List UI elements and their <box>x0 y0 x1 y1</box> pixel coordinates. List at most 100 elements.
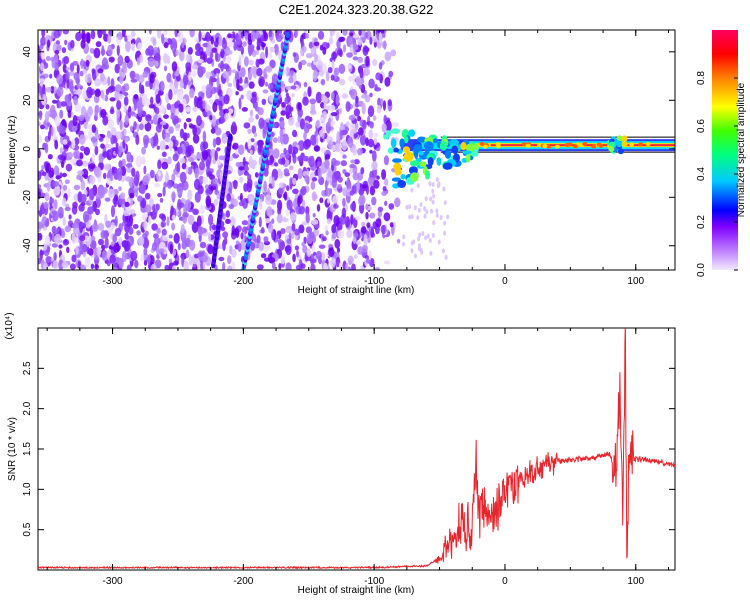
spectrogram-speckle <box>220 226 226 232</box>
spectrogram-speckle <box>131 167 136 177</box>
spectrogram-speckle <box>54 139 59 150</box>
y-tick-label: 0 <box>22 146 33 152</box>
spectrogram-speckle <box>73 95 78 106</box>
spectrogram-speckle <box>426 233 430 239</box>
spectrogram-speckle <box>388 203 395 210</box>
spectrogram-speckle <box>214 150 218 161</box>
spectrogram-speckle <box>418 232 422 238</box>
spectrogram-speckle <box>231 261 236 270</box>
spectrogram-speckle <box>225 218 231 224</box>
spectrogram-speckle <box>133 94 139 100</box>
spectrogram-speckle <box>76 159 83 167</box>
spectrogram-speckle <box>325 187 331 197</box>
spectrogram-speckle <box>102 30 106 36</box>
spectrogram-speckle <box>90 30 96 40</box>
spectrogram-speckle <box>96 246 102 257</box>
spectrogram-speckle <box>365 203 369 211</box>
spectrogram-speckle <box>432 220 436 226</box>
spectrogram-speckle <box>38 257 42 265</box>
spectrogram-speckle <box>116 107 121 119</box>
spectrogram-speckle <box>372 58 378 67</box>
carrier-onset-blob <box>451 145 459 154</box>
spectrogram-speckle <box>428 181 432 187</box>
spectrogram-speckle <box>390 49 397 57</box>
spectrogram-speckle <box>171 265 177 270</box>
spectrogram-speckle <box>110 241 115 247</box>
spectrogram-speckle <box>59 125 66 134</box>
spectrogram-speckle <box>114 215 118 227</box>
x-tick-label: -100 <box>364 276 384 287</box>
spectrogram-speckle <box>174 30 178 38</box>
carrier-hotspot <box>521 142 527 147</box>
spectrogram-speckle <box>286 238 292 244</box>
snr-y-multiplier: (x10⁴) <box>4 312 15 339</box>
spectrogram-speckle <box>258 241 264 251</box>
spectrogram-speckle <box>355 76 361 87</box>
spectrogram-speckle <box>150 263 157 270</box>
spectrogram-speckle <box>73 184 81 191</box>
spectrogram-speckle <box>144 121 152 132</box>
spectrogram-speckle <box>265 81 268 87</box>
spectrogram-speckle <box>214 127 222 136</box>
spectrogram-speckle <box>113 195 118 208</box>
spectrogram-speckle <box>53 199 58 210</box>
spectrogram-speckle <box>108 119 115 129</box>
spectrogram-speckle <box>314 130 319 137</box>
spectrogram-speckle <box>141 95 148 106</box>
spectrogram-speckle <box>408 214 412 220</box>
spectrogram-speckle <box>276 213 283 224</box>
spectrogram-speckle <box>54 233 62 245</box>
spectrogram-speckle <box>291 223 296 232</box>
carrier-onset-blob <box>402 146 410 154</box>
spectrogram-speckle <box>360 36 367 42</box>
spectrogram-speckle <box>141 146 147 155</box>
spectrogram-speckle <box>291 93 295 98</box>
spectrogram-speckle <box>288 144 293 155</box>
spectrogram-speckle <box>369 185 376 196</box>
spectrogram-speckle <box>95 41 102 48</box>
spectrogram-speckle <box>150 137 154 147</box>
spectrogram-speckle <box>95 208 100 216</box>
spectrogram-speckle <box>239 192 243 202</box>
spectrogram-speckle <box>381 123 387 133</box>
spectrogram-speckle <box>251 125 257 134</box>
spectrogram-speckle <box>263 236 269 243</box>
spectrogram-speckle <box>292 129 297 138</box>
colorbar-tick-label: 0.6 <box>696 119 707 133</box>
spectrogram-speckle <box>41 164 45 170</box>
spectrogram-speckle <box>67 188 71 198</box>
spectrogram-speckle <box>275 234 279 240</box>
carrier-onset-blob <box>400 174 406 180</box>
spectrogram-speckle <box>345 121 350 127</box>
spectrogram-speckle <box>185 106 192 113</box>
spectrogram-speckle <box>233 228 240 236</box>
spectrogram-speckle <box>94 264 99 270</box>
spectrogram-speckle <box>265 46 269 59</box>
spectrogram-speckle <box>331 178 337 188</box>
spectrogram-speckle <box>38 149 41 159</box>
spectrogram-speckle <box>365 55 370 67</box>
spectrogram-speckle <box>336 247 341 253</box>
carrier-hotspot <box>638 142 644 147</box>
carrier-hotspot <box>591 144 597 149</box>
carrier-onset-blob <box>383 134 389 140</box>
spectrogram-speckle <box>94 78 102 87</box>
spectrogram-speckle <box>353 133 358 139</box>
spectrogram-speckle <box>443 220 447 226</box>
spectrogram-speckle <box>50 126 54 137</box>
spectrogram-speckle <box>212 138 217 148</box>
carrier-onset-blob <box>452 153 460 163</box>
spectrogram-speckle <box>282 133 289 145</box>
spectrogram-speckle <box>252 66 258 79</box>
spectrogram-speckle <box>255 58 260 68</box>
spectrogram-speckle <box>123 210 130 217</box>
spectrogram-speckle <box>429 196 433 202</box>
spectrogram-speckle <box>118 145 122 157</box>
spectrogram-speckle <box>244 32 249 41</box>
spectrogram-speckle <box>338 36 345 43</box>
carrier-onset-blob <box>444 150 452 159</box>
spectrogram-speckle <box>360 63 368 69</box>
spectrogram-speckle <box>46 217 50 227</box>
spectrogram-speckle <box>230 122 238 135</box>
spectrogram-speckle <box>199 241 207 249</box>
